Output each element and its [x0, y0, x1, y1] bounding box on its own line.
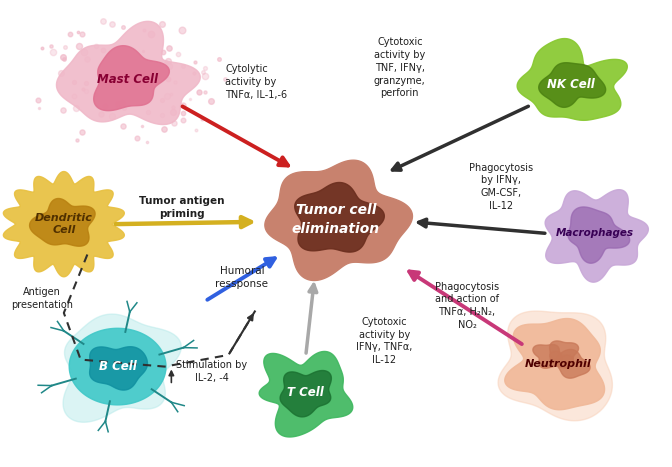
- Text: Phagocytosis
and action of
TNFα, H₂N₂,
NO₂: Phagocytosis and action of TNFα, H₂N₂, N…: [435, 282, 499, 330]
- Polygon shape: [517, 39, 627, 120]
- Circle shape: [561, 355, 573, 363]
- Polygon shape: [550, 341, 579, 368]
- Polygon shape: [259, 352, 353, 437]
- Polygon shape: [3, 171, 124, 277]
- Polygon shape: [265, 160, 413, 281]
- Polygon shape: [93, 46, 169, 111]
- Polygon shape: [556, 349, 590, 378]
- Text: T Cell: T Cell: [288, 386, 324, 399]
- Text: Macrophages: Macrophages: [556, 228, 634, 239]
- Polygon shape: [539, 63, 605, 107]
- Text: Mast Cell: Mast Cell: [97, 73, 158, 86]
- Text: Phagocytosis
by IFNγ,
GM-CSF,
IL-12: Phagocytosis by IFNγ, GM-CSF, IL-12: [468, 163, 533, 211]
- Text: Cytolytic
activity by
TNFα, IL-1,-6: Cytolytic activity by TNFα, IL-1,-6: [225, 64, 287, 99]
- Polygon shape: [568, 207, 630, 263]
- Text: Tumor cell
elimination: Tumor cell elimination: [292, 203, 380, 236]
- Text: Dendritic
Cell: Dendritic Cell: [35, 213, 93, 235]
- Polygon shape: [56, 21, 200, 125]
- Text: Neutrophil: Neutrophil: [524, 359, 591, 369]
- Text: Cytotoxic
activity by
IFNγ, TNFα,
IL-12: Cytotoxic activity by IFNγ, TNFα, IL-12: [356, 317, 413, 365]
- Circle shape: [550, 351, 562, 360]
- Polygon shape: [295, 183, 384, 252]
- Polygon shape: [89, 347, 147, 390]
- Polygon shape: [30, 198, 95, 246]
- Polygon shape: [545, 190, 648, 282]
- Text: NK Cell: NK Cell: [547, 78, 595, 91]
- Text: Stimulation by
IL-2, -4: Stimulation by IL-2, -4: [176, 360, 247, 382]
- Polygon shape: [505, 318, 605, 410]
- Text: B Cell: B Cell: [99, 360, 136, 373]
- Text: Tumor antigen
priming: Tumor antigen priming: [138, 197, 224, 219]
- Polygon shape: [69, 328, 166, 405]
- Text: Cytotoxic
activity by
TNF, IFNγ,
granzyme,
perforin: Cytotoxic activity by TNF, IFNγ, granzym…: [374, 37, 426, 99]
- Polygon shape: [63, 314, 181, 422]
- Polygon shape: [533, 345, 562, 368]
- Text: Humoral
ressponse: Humoral ressponse: [216, 267, 268, 289]
- Polygon shape: [498, 311, 612, 421]
- Text: Antigen
presentation: Antigen presentation: [11, 288, 73, 310]
- Polygon shape: [280, 370, 331, 417]
